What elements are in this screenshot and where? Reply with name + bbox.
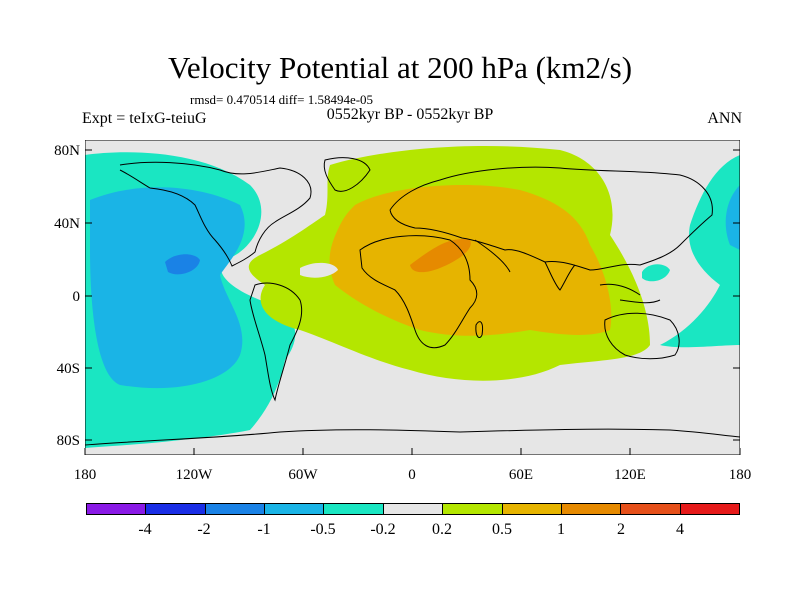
colorbar-box [443, 504, 503, 514]
period-label: 0552kyr BP - 0552kyr BP [326, 106, 494, 123]
colorbar-box [87, 504, 147, 514]
colorbar-box [561, 504, 622, 514]
colorbar-label: -1 [257, 521, 271, 538]
colorbar-label: 1 [557, 521, 565, 538]
lat-tick-label: 0 [73, 289, 81, 305]
lon-tick-label: 180 [729, 467, 752, 483]
colorbar-box [383, 504, 444, 514]
colorbar-box [265, 504, 325, 514]
lon-tick-label: 180 [74, 467, 97, 483]
colorbar-box [324, 504, 384, 514]
neg-region-small [642, 264, 670, 282]
figure-title: Velocity Potential at 200 hPa (km2/s) [167, 50, 633, 85]
lon-tick-label: 60W [288, 467, 318, 483]
colorbar-label: -4 [138, 521, 152, 538]
lon-tick-label: 60E [509, 467, 533, 483]
coastlines [85, 157, 740, 446]
lon-tick-label: 120E [614, 467, 646, 483]
lat-tick-label: 40N [54, 216, 80, 232]
colorbar-label: -2 [197, 521, 211, 538]
colorbar-box [621, 504, 681, 514]
neg-region-pacific-min [165, 254, 200, 275]
lat-tick-label: 40S [57, 361, 80, 377]
colorbar-label: -0.2 [370, 521, 396, 538]
neg-region-pacific-core [90, 187, 245, 389]
colorbar-box [502, 504, 562, 514]
lat-tick-label: 80N [54, 143, 80, 159]
colorbar [86, 503, 740, 515]
pos-region-max [410, 239, 471, 273]
lat-ticks [85, 149, 740, 441]
neg-region-wpacific [660, 155, 740, 348]
lon-ticks [84, 448, 741, 455]
lon-tick-label: 0 [408, 467, 416, 483]
colorbar-label: 0.5 [492, 521, 512, 538]
lon-tick-label: 120W [176, 467, 214, 483]
experiment-label: Expt = teIxG-teiuG [82, 110, 207, 127]
colorbar-box [680, 504, 739, 514]
clear-patch-atlantic [300, 262, 338, 278]
colorbar-box [205, 504, 266, 514]
colorbar-box [146, 504, 206, 514]
neg-region-wpacific-core [725, 185, 740, 250]
colorbar-label: 4 [676, 521, 684, 538]
lat-tick-label: 80S [57, 433, 80, 449]
stats-text: rmsd= 0.470514 diff= 1.58494e-05 [190, 92, 374, 107]
colorbar-label: 0.2 [432, 521, 452, 538]
colorbar-label: -0.5 [310, 521, 336, 538]
colorbar-label: 2 [617, 521, 625, 538]
season-label: ANN [707, 110, 742, 127]
